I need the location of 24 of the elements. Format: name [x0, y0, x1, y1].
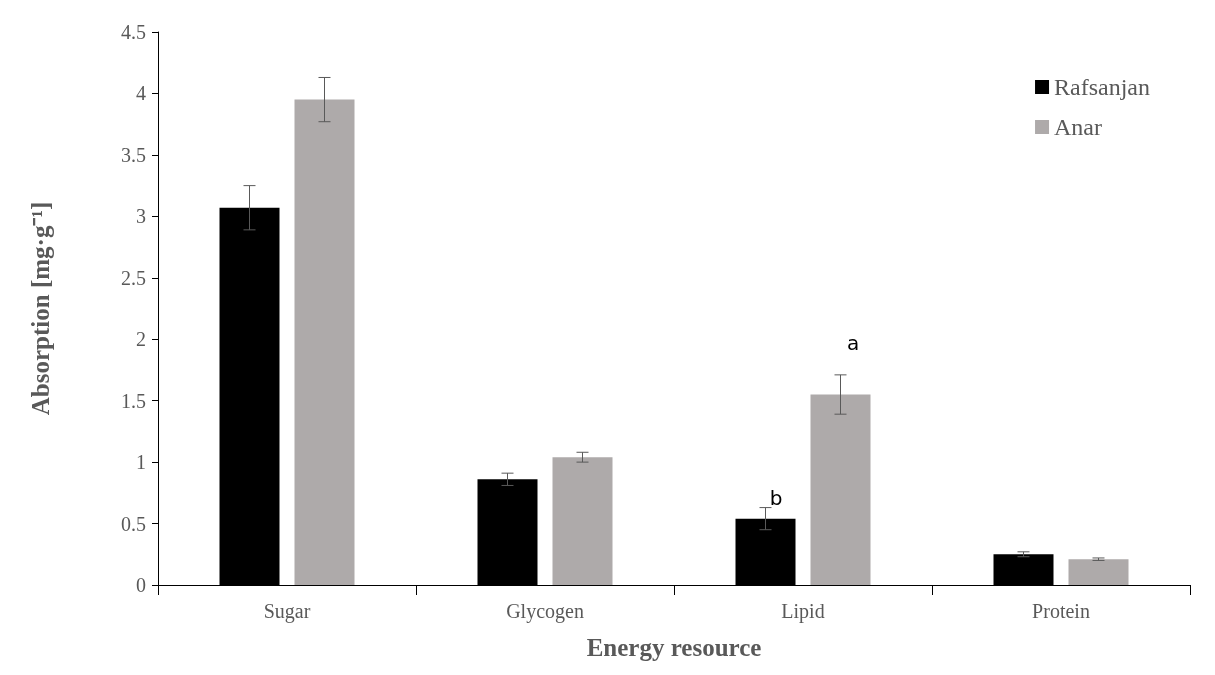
y-tick-label: 1 [136, 451, 146, 474]
x-tick-label: Lipid [781, 600, 825, 623]
y-tick-label: 3.5 [121, 143, 146, 166]
bar [1068, 559, 1129, 585]
legend-label: Anar [1054, 114, 1103, 140]
x-tick-label: Sugar [263, 600, 311, 623]
annotation: a [846, 331, 860, 355]
x-tick-label: Protein [1032, 600, 1090, 622]
y-tick-label: 4 [136, 82, 146, 105]
legend-label: Rafsanjan [1054, 74, 1150, 100]
y-tick-label: 2.5 [121, 266, 146, 289]
x-tick-label: Glycogen [506, 600, 584, 623]
y-tick-label: 2 [136, 328, 146, 351]
y-tick-label: 0 [136, 574, 146, 596]
y-tick-label: 3 [136, 205, 146, 228]
bar [552, 457, 613, 585]
y-tick-label: 0.5 [121, 512, 146, 535]
y-axis-title: Absorption [mg·g⁻¹] [27, 201, 54, 416]
bar [294, 99, 355, 585]
annotation: b [769, 486, 783, 510]
y-tick-label: 4.5 [121, 21, 146, 43]
y-tick-label: 1.5 [121, 389, 146, 412]
x-axis-title: Energy resource [586, 634, 762, 661]
bar [810, 394, 871, 585]
